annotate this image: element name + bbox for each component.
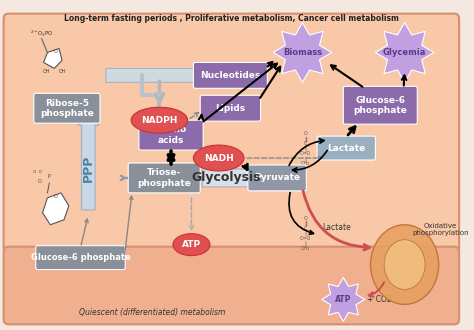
Text: Quiescent (differentiated) metabolism: Quiescent (differentiated) metabolism — [79, 308, 225, 317]
Text: PPP: PPP — [82, 154, 95, 182]
Text: CH₃: CH₃ — [301, 161, 310, 166]
FancyBboxPatch shape — [139, 120, 203, 150]
Text: Long-term fasting periods , Proliferative metabolism, Cancer cell metabolism: Long-term fasting periods , Proliferativ… — [64, 14, 399, 23]
Text: Nucleotides: Nucleotides — [201, 71, 261, 80]
FancyArrow shape — [78, 107, 99, 210]
FancyBboxPatch shape — [128, 163, 200, 193]
Text: P: P — [48, 174, 51, 179]
Text: ‖: ‖ — [304, 136, 307, 142]
FancyBboxPatch shape — [317, 136, 375, 160]
Text: Amino
acids: Amino acids — [155, 125, 187, 145]
Text: OH: OH — [58, 69, 66, 74]
Text: O: O — [38, 179, 42, 184]
Ellipse shape — [173, 234, 210, 256]
Polygon shape — [322, 278, 365, 321]
Text: CH₃: CH₃ — [301, 246, 310, 251]
Text: Lactate: Lactate — [327, 144, 365, 152]
FancyBboxPatch shape — [343, 86, 417, 124]
Text: O: O — [303, 216, 307, 221]
Text: |: | — [304, 156, 306, 161]
Text: Triose-
phosphate: Triose- phosphate — [137, 168, 191, 188]
Text: Glucose-6
phosphate: Glucose-6 phosphate — [353, 96, 407, 115]
FancyArrow shape — [202, 166, 264, 190]
Text: ATP: ATP — [335, 295, 352, 304]
Text: |: | — [304, 231, 306, 236]
Text: |: | — [304, 241, 306, 246]
Text: Oxidative
phosphorylation: Oxidative phosphorylation — [412, 223, 469, 236]
Polygon shape — [375, 22, 434, 82]
Ellipse shape — [193, 145, 244, 171]
Text: ‖: ‖ — [304, 221, 307, 226]
FancyBboxPatch shape — [36, 246, 125, 270]
FancyBboxPatch shape — [4, 247, 459, 324]
Polygon shape — [44, 49, 62, 68]
Text: NADH: NADH — [204, 153, 234, 163]
Text: ATP: ATP — [182, 240, 201, 249]
Text: Ribose-5
phosphate: Ribose-5 phosphate — [40, 99, 94, 118]
Text: Biomass: Biomass — [283, 48, 322, 57]
Text: O: O — [53, 194, 57, 199]
Ellipse shape — [131, 107, 188, 133]
Polygon shape — [43, 193, 69, 225]
Text: + CO2: + CO2 — [367, 295, 391, 304]
FancyArrow shape — [106, 65, 213, 85]
Text: Glycemia: Glycemia — [383, 48, 426, 57]
FancyBboxPatch shape — [248, 165, 306, 191]
Text: C: C — [304, 141, 307, 146]
Ellipse shape — [371, 225, 438, 304]
Text: Glucose-6 phosphate: Glucose-6 phosphate — [31, 253, 130, 262]
Text: Pyruvate: Pyruvate — [254, 174, 300, 182]
Polygon shape — [273, 22, 332, 82]
Ellipse shape — [384, 240, 425, 289]
Text: NADPH: NADPH — [141, 116, 178, 125]
Text: C=O: C=O — [300, 151, 311, 156]
Text: C=O: C=O — [300, 236, 311, 241]
FancyBboxPatch shape — [193, 62, 267, 88]
Text: O: O — [53, 49, 57, 54]
FancyBboxPatch shape — [34, 93, 100, 123]
Text: $^2$$^-$O$_3$PO: $^2$$^-$O$_3$PO — [30, 28, 54, 39]
FancyBboxPatch shape — [200, 95, 261, 121]
FancyBboxPatch shape — [4, 14, 459, 253]
Text: |: | — [304, 146, 306, 151]
Text: O: O — [303, 131, 307, 136]
Text: Glycolysis: Glycolysis — [192, 172, 261, 184]
Text: Lipids: Lipids — [215, 104, 246, 113]
Text: O  O: O O — [33, 170, 42, 174]
Text: OH: OH — [43, 69, 50, 74]
Text: C: C — [304, 226, 307, 231]
Text: Lactate: Lactate — [322, 223, 351, 232]
